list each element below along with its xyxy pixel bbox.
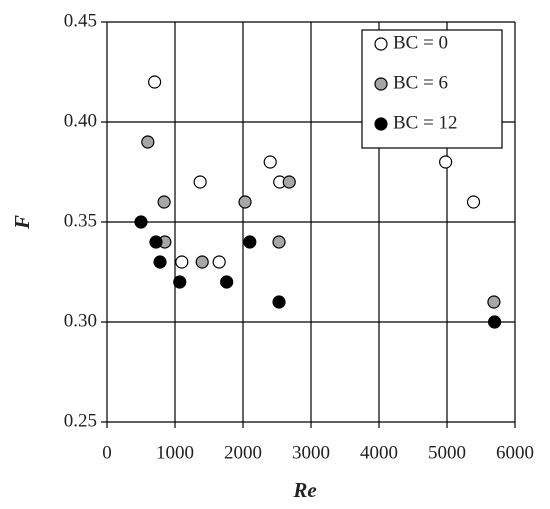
x-tick-label: 3000 xyxy=(292,442,330,463)
data-point xyxy=(272,235,286,249)
data-point xyxy=(243,235,257,249)
legend-label: BC = 6 xyxy=(393,72,448,93)
data-point xyxy=(466,195,481,209)
data-point xyxy=(238,195,252,209)
legend-label: BC = 0 xyxy=(393,32,448,53)
legend-marker xyxy=(374,77,388,91)
y-tick-label: 0.25 xyxy=(64,410,97,431)
x-tick-label: 0 xyxy=(102,442,112,463)
data-point xyxy=(141,135,155,149)
x-tick-label: 5000 xyxy=(428,442,466,463)
data-point xyxy=(173,275,187,289)
data-point xyxy=(282,175,296,189)
data-point xyxy=(193,175,207,189)
x-axis-label: Re xyxy=(292,478,316,502)
data-point xyxy=(487,295,501,309)
plot-area: 0.25 0.30 0.35 0.40 0.45 0 1000 2000 3000 4000 500… xyxy=(64,10,534,463)
data-point xyxy=(134,215,148,229)
data-point xyxy=(149,235,163,249)
data-point xyxy=(153,255,167,269)
data-point xyxy=(212,255,226,269)
data-point xyxy=(220,275,234,289)
y-axis-label: F xyxy=(10,215,34,230)
data-point xyxy=(157,195,171,209)
legend-marker xyxy=(374,37,388,51)
data-point xyxy=(195,255,209,269)
data-point xyxy=(488,315,502,329)
data-point xyxy=(148,75,162,89)
x-tick-label: 6000 xyxy=(496,442,534,463)
data-point xyxy=(439,155,453,169)
data-point xyxy=(272,295,286,309)
legend: BC = 0 BC = 6 BC = 12 xyxy=(361,29,503,149)
x-tick-label: 2000 xyxy=(224,442,262,463)
y-tick-label: 0.30 xyxy=(64,310,97,331)
legend-marker xyxy=(374,117,388,131)
y-tick-label: 0.45 xyxy=(64,10,97,31)
y-tick-label: 0.40 xyxy=(64,110,97,131)
x-tick-label: 1000 xyxy=(156,442,194,463)
data-point xyxy=(263,155,277,169)
data-point xyxy=(175,255,189,269)
y-tick-label: 0.35 xyxy=(64,210,97,231)
legend-label: BC = 12 xyxy=(393,112,458,133)
x-tick-label: 4000 xyxy=(360,442,398,463)
